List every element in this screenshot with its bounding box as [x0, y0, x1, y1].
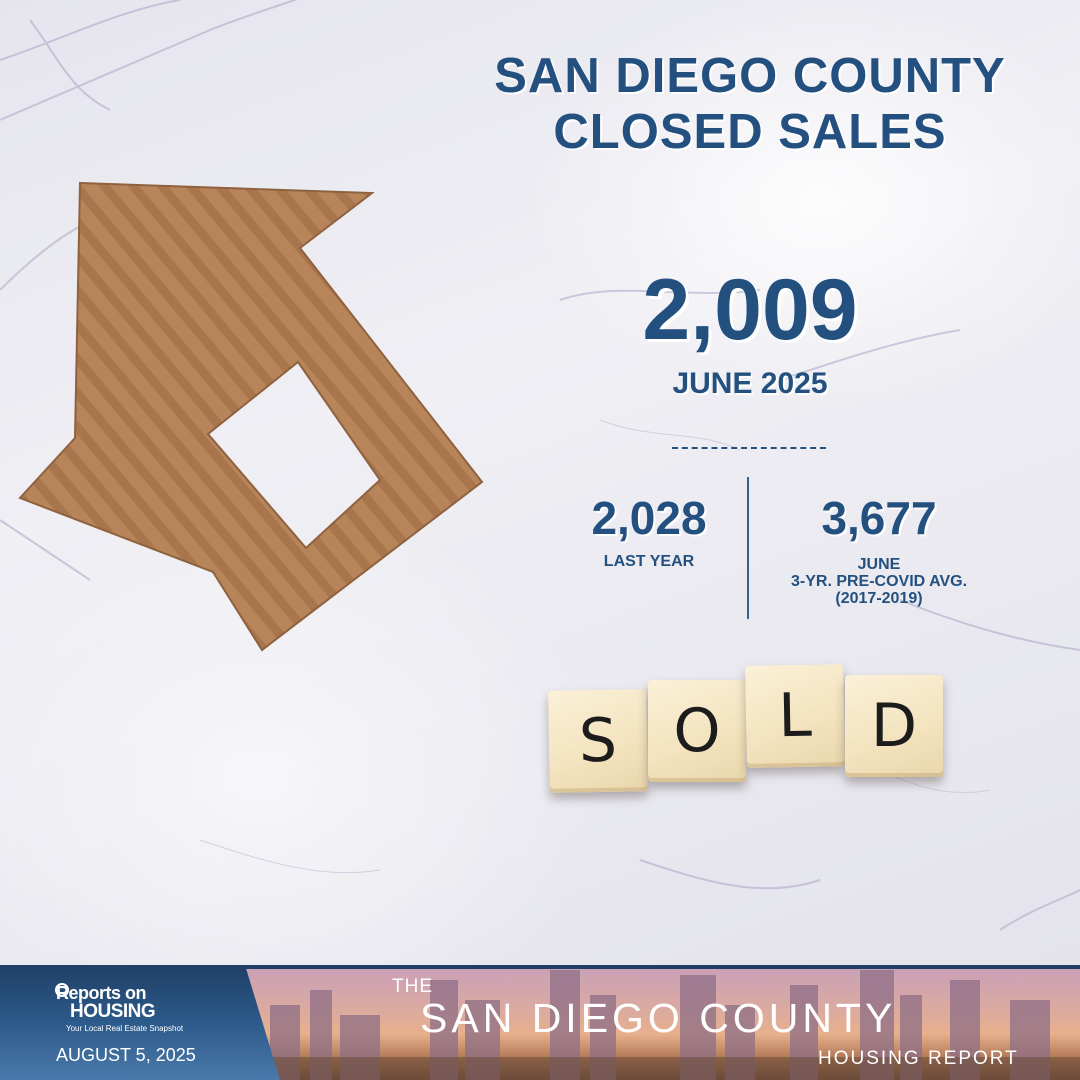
- brand-panel: [0, 965, 280, 1080]
- pre-covid-avg-value: 3,677: [821, 492, 937, 544]
- brand-tagline: Your Local Real Estate Snapshot: [66, 1024, 184, 1033]
- current-closed-sales: 2,009: [642, 262, 858, 358]
- city-skyline-image: [250, 970, 1080, 1080]
- report-date: AUGUST 5, 2025: [56, 1045, 196, 1065]
- last-year-label: LAST YEAR: [603, 553, 695, 570]
- tile-l: L: [745, 664, 845, 768]
- tile-d: D: [845, 675, 943, 777]
- pre-covid-avg-label: JUNE 3-YR. PRE-COVID AVG. (2017-2019): [790, 556, 968, 607]
- last-year-value: 2,028: [591, 492, 707, 544]
- stat-separator: [747, 477, 749, 619]
- report-title: SAN DIEGO COUNTY: [420, 995, 897, 1041]
- footer-banner: [0, 965, 1080, 1080]
- tile-o: O: [648, 680, 746, 782]
- reports-on-housing-logo: [55, 983, 69, 997]
- current-period: JUNE 2025: [672, 367, 828, 400]
- report-title-suffix: HOUSING REPORT: [818, 1048, 1019, 1069]
- brand-name-line-1: Reports on: [56, 983, 147, 1003]
- title-line-1: SAN DIEGO COUNTY: [494, 49, 1006, 103]
- brand-name-line-2: HOUSING: [70, 1001, 156, 1022]
- title-line-2: CLOSED SALES: [553, 105, 947, 159]
- cardboard-house-icon: [18, 181, 484, 652]
- divider: [672, 447, 826, 449]
- page-title: SAN DIEGO COUNTY CLOSED SALES: [470, 48, 1030, 160]
- footer-rule: [0, 965, 1080, 969]
- tile-s: S: [548, 689, 648, 793]
- report-title-prefix: THE: [392, 976, 433, 997]
